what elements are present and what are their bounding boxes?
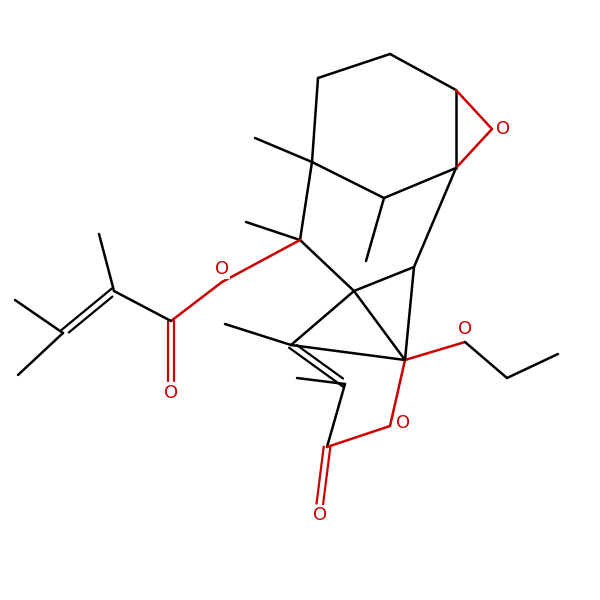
Text: O: O [164, 384, 178, 402]
Text: O: O [458, 320, 472, 338]
Text: O: O [313, 506, 327, 524]
Text: O: O [496, 120, 510, 138]
Text: O: O [396, 414, 410, 432]
Text: O: O [215, 260, 229, 278]
